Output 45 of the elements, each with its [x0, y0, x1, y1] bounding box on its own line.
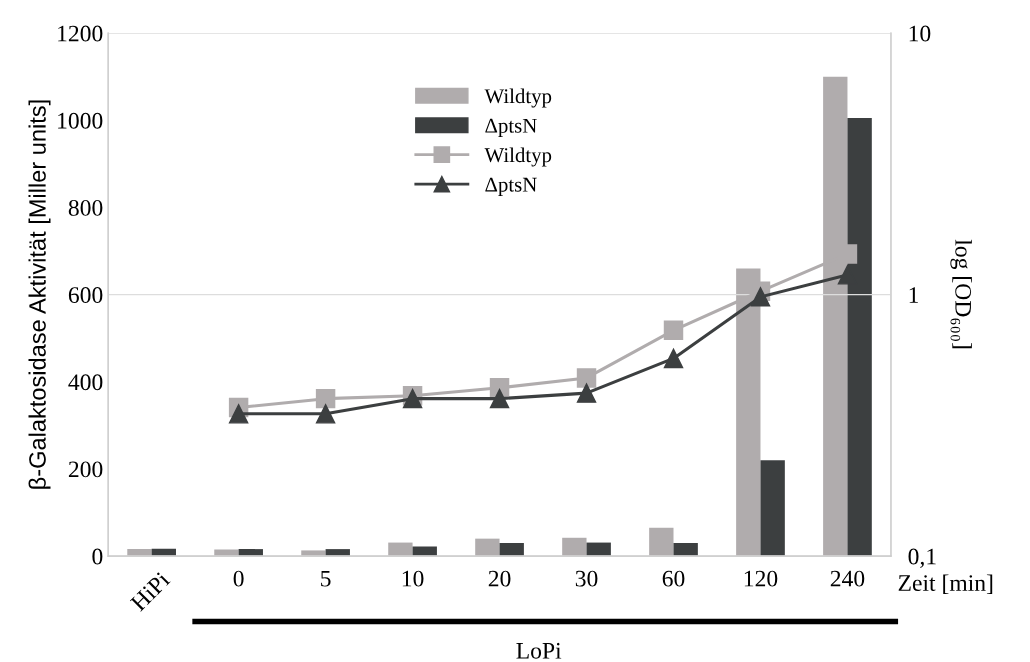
legend-label: Wildtyp: [484, 147, 552, 167]
point: [315, 388, 336, 409]
y-tick-label: 600: [68, 287, 103, 304]
point: [489, 388, 510, 409]
y-tick-label: 200: [68, 461, 103, 478]
bar: [388, 542, 413, 557]
point: [663, 348, 684, 369]
y-tick-label: 1200: [58, 25, 103, 42]
bar: [673, 543, 698, 557]
bar: [760, 460, 785, 557]
point: [750, 287, 771, 307]
legend-label: ΔptsN: [485, 118, 537, 137]
bar: [562, 537, 587, 557]
y2-tick-label: 1: [909, 287, 919, 303]
bar: [475, 538, 500, 557]
x-tick-label: 20: [488, 570, 511, 587]
x-tick-label: HiPi: [129, 570, 171, 612]
bar: [301, 550, 326, 557]
x-tick-label: 0: [233, 570, 244, 587]
y2-axis-title: log [OD₆₀₀]: [950, 239, 972, 349]
point: [576, 368, 597, 388]
bar: [412, 546, 437, 557]
x-axis-title: Zeit [min]: [898, 574, 993, 594]
x-tick-label: 60: [662, 570, 685, 587]
y-tick-label: 1000: [58, 112, 103, 129]
x-tick-label: 120: [744, 570, 778, 587]
x-tick-label: 240: [830, 570, 865, 587]
point: [576, 383, 597, 403]
point: [315, 404, 336, 424]
text: LoPi: [516, 642, 562, 659]
legend-label: ΔptsN: [485, 177, 537, 196]
y-tick-label: 0: [92, 548, 103, 565]
x-tick-label: 10: [402, 570, 424, 587]
y2-tick-label: 0,1: [908, 548, 936, 568]
bar: [649, 527, 674, 557]
legend-label: Wildtyp: [484, 88, 552, 108]
x-tick-label: 5: [321, 570, 331, 587]
x-tick-label: 30: [575, 570, 598, 587]
y-axis-title: β-Galaktosidase Aktivität [Miller units]: [28, 100, 51, 489]
y-tick-label: 800: [68, 199, 103, 216]
bar: [499, 543, 524, 557]
point: [663, 320, 684, 341]
point: [228, 404, 249, 424]
y2-tick-label: 10: [909, 25, 931, 42]
y-tick-label: 400: [68, 374, 103, 391]
